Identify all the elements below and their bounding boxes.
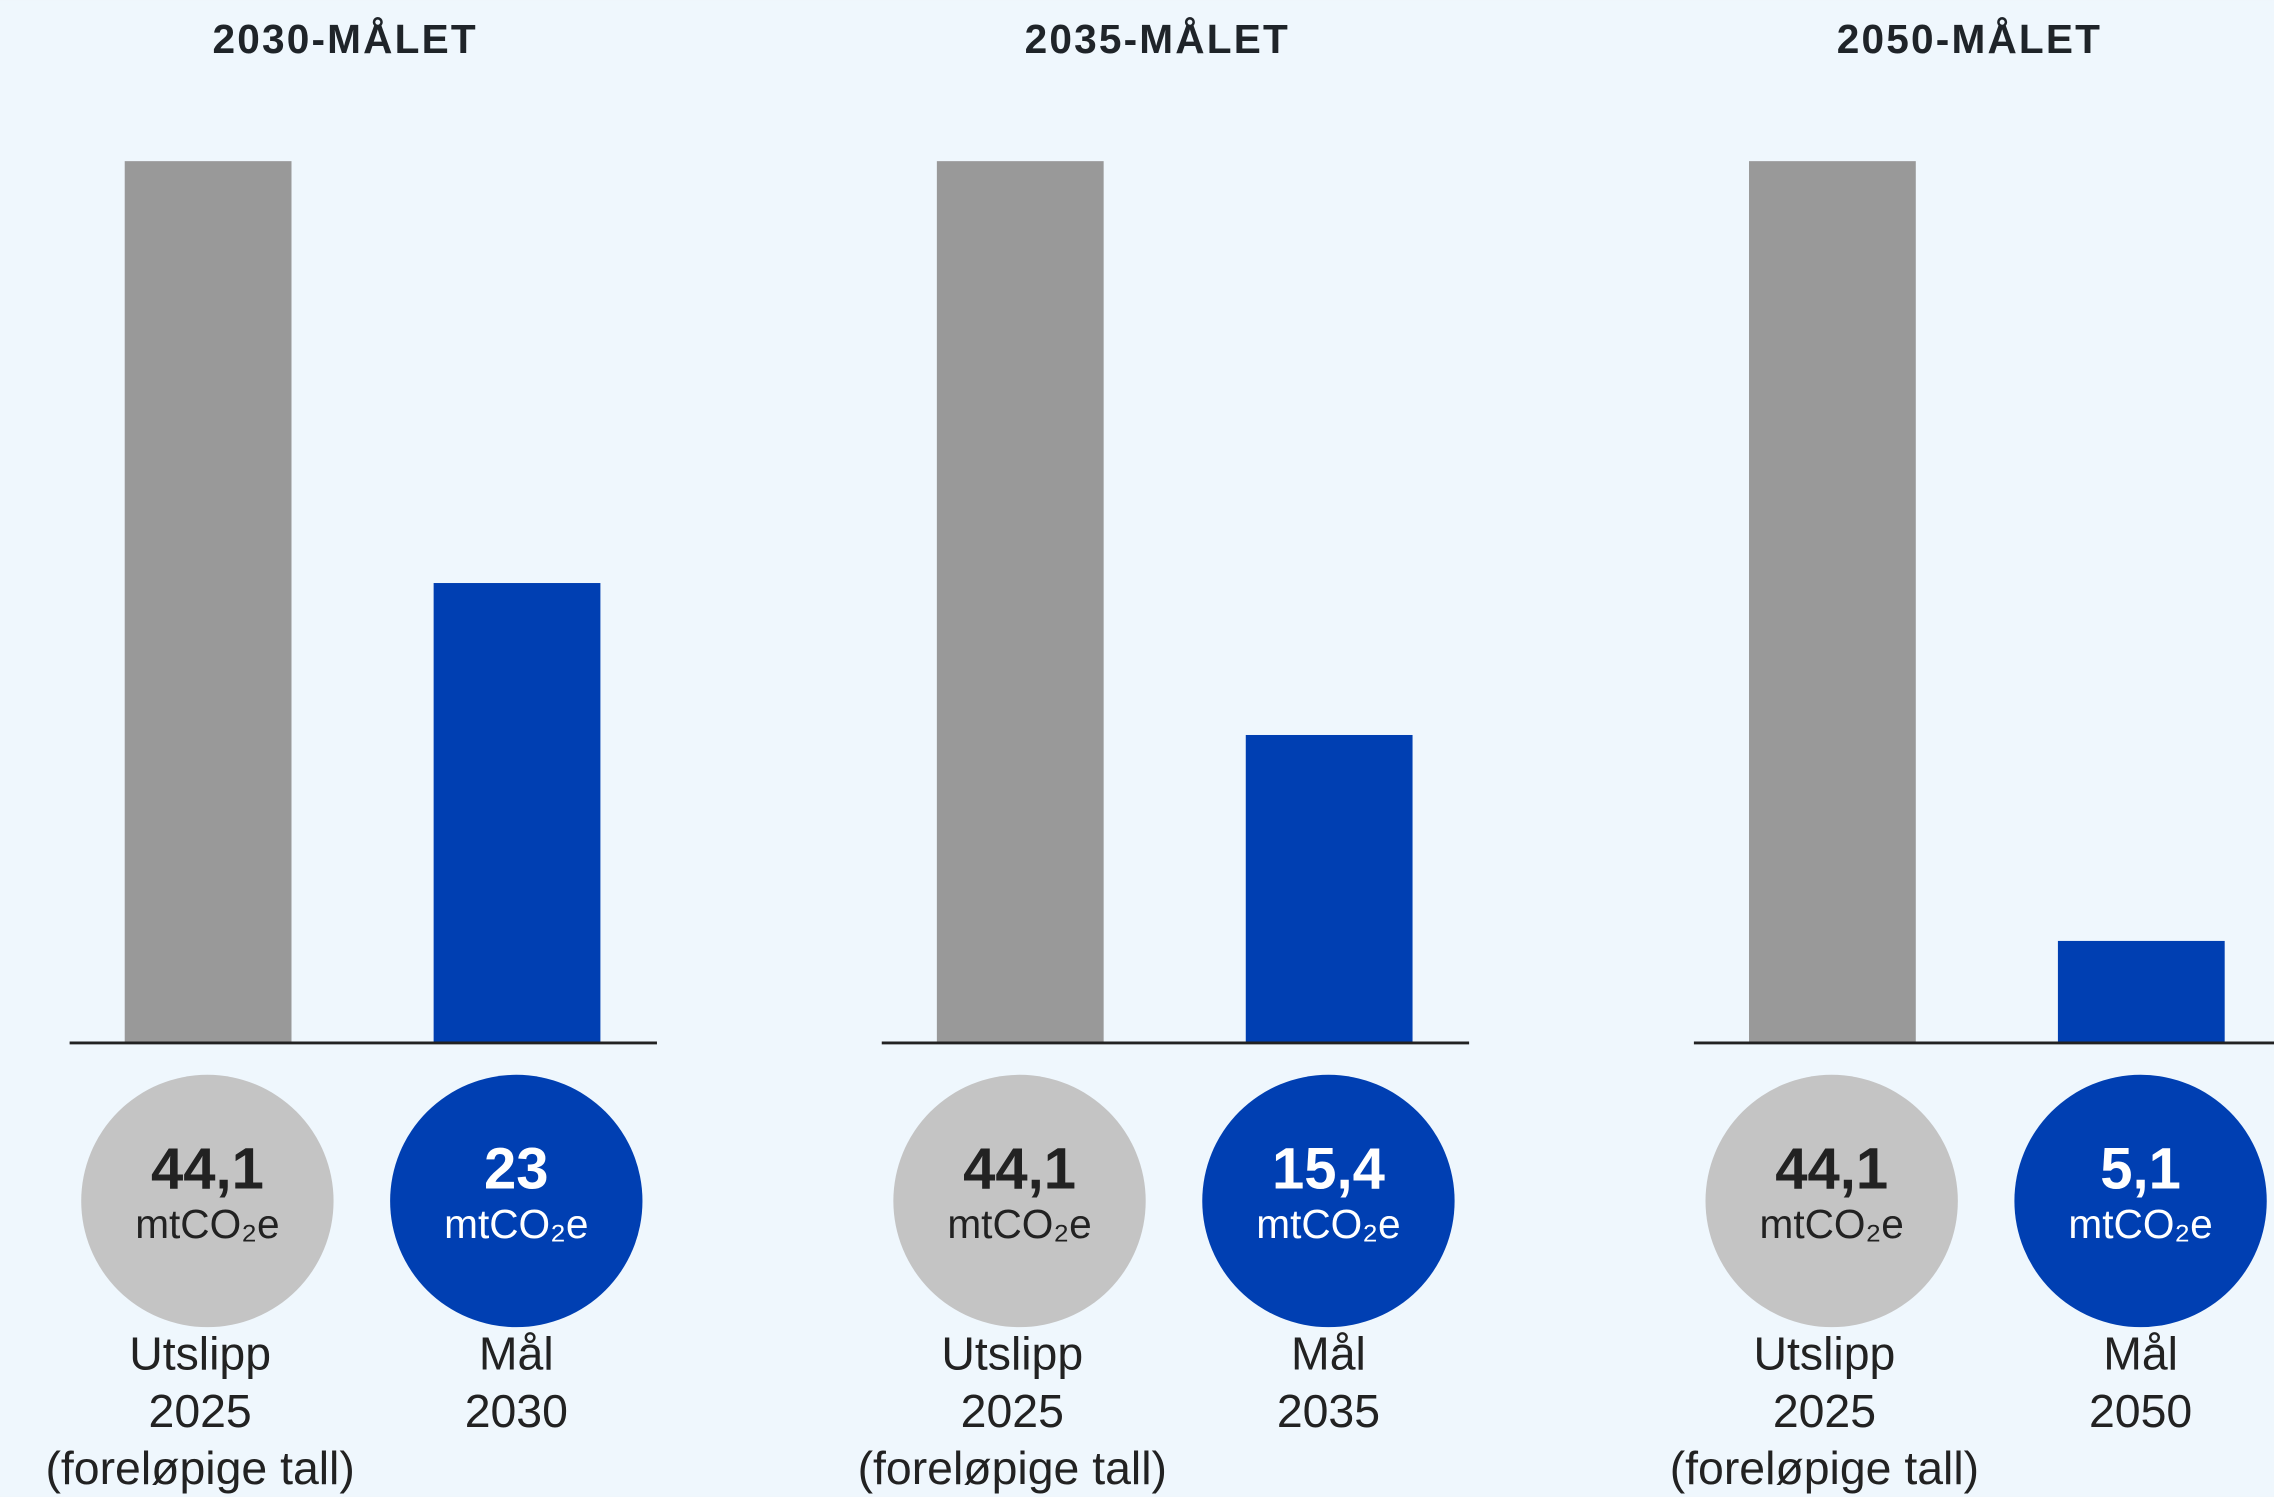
value-label: 44,1	[963, 1137, 1076, 1202]
value-badge	[1705, 1074, 1958, 1328]
unit-label: mtCO₂e	[1256, 1201, 1400, 1247]
chart-title: 2030-MÅLET	[212, 16, 477, 62]
chart-title: 2035-MÅLET	[1025, 16, 1290, 62]
value-label: 44,1	[1775, 1137, 1888, 1202]
chart-title: 2050-MÅLET	[1837, 16, 2102, 62]
unit-label: mtCO₂e	[135, 1201, 279, 1247]
category-label: Mål 2050	[2089, 1328, 2192, 1437]
value-label: 23	[484, 1137, 549, 1202]
category-label: Mål 2030	[465, 1328, 568, 1437]
bar	[433, 583, 601, 1043]
value-badge	[81, 1074, 334, 1328]
unit-label: mtCO₂e	[2068, 1201, 2212, 1247]
category-label: Utslipp 2025 (foreløpige tall)	[45, 1328, 354, 1495]
value-badge	[1202, 1074, 1455, 1328]
bar	[1245, 734, 1413, 1043]
category-label: Utslipp 2025 (foreløpige tall)	[858, 1328, 1167, 1495]
value-badge	[390, 1074, 643, 1328]
value-badge	[893, 1074, 1146, 1328]
unit-label: mtCO₂e	[947, 1201, 1091, 1247]
bar	[1749, 161, 1916, 1043]
category-label: Mål 2035	[1277, 1328, 1380, 1437]
bar	[124, 161, 292, 1043]
value-badge	[2014, 1074, 2267, 1328]
bar	[2057, 940, 2225, 1043]
value-label: 15,4	[1272, 1137, 1385, 1202]
value-label: 5,1	[2100, 1137, 2181, 1202]
value-label: 44,1	[151, 1137, 264, 1202]
category-label: Utslipp 2025 (foreløpige tall)	[1670, 1328, 1979, 1495]
bar	[936, 161, 1104, 1043]
unit-label: mtCO₂e	[444, 1201, 588, 1247]
unit-label: mtCO₂e	[1760, 1201, 1904, 1247]
